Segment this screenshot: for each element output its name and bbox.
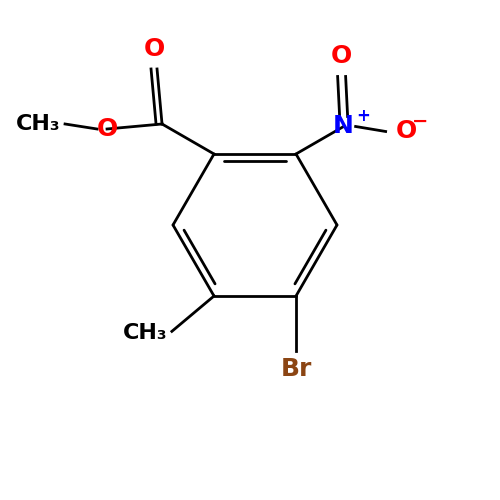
Text: N: N [333, 114, 354, 138]
Text: O: O [396, 120, 417, 144]
Text: −: − [412, 112, 428, 131]
Text: O: O [331, 44, 352, 68]
Text: CH₃: CH₃ [123, 324, 168, 344]
Text: Br: Br [280, 357, 312, 381]
Text: CH₃: CH₃ [16, 114, 60, 134]
Text: +: + [356, 108, 370, 126]
Text: O: O [96, 117, 117, 141]
Text: O: O [144, 37, 165, 61]
